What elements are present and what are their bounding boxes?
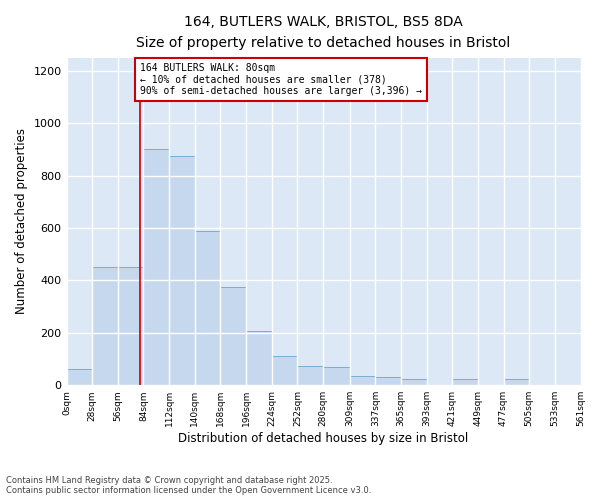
Bar bbox=[401, 378, 427, 385]
X-axis label: Distribution of detached houses by size in Bristol: Distribution of detached houses by size … bbox=[178, 432, 469, 445]
Bar bbox=[169, 156, 195, 385]
Y-axis label: Number of detached properties: Number of detached properties bbox=[15, 128, 28, 314]
Bar bbox=[452, 378, 478, 385]
Bar bbox=[118, 268, 143, 385]
Bar bbox=[92, 268, 118, 385]
Text: 164 BUTLERS WALK: 80sqm
← 10% of detached houses are smaller (378)
90% of semi-d: 164 BUTLERS WALK: 80sqm ← 10% of detache… bbox=[140, 63, 422, 96]
Bar bbox=[503, 380, 529, 385]
Bar bbox=[143, 150, 169, 385]
Bar bbox=[298, 366, 323, 385]
Bar bbox=[195, 230, 220, 385]
Bar bbox=[350, 376, 375, 385]
Bar bbox=[323, 367, 350, 385]
Bar bbox=[246, 332, 272, 385]
Bar bbox=[220, 287, 246, 385]
Bar bbox=[375, 378, 401, 385]
Bar bbox=[272, 356, 298, 385]
Text: Contains HM Land Registry data © Crown copyright and database right 2025.
Contai: Contains HM Land Registry data © Crown c… bbox=[6, 476, 371, 495]
Bar bbox=[67, 369, 92, 385]
Title: 164, BUTLERS WALK, BRISTOL, BS5 8DA
Size of property relative to detached houses: 164, BUTLERS WALK, BRISTOL, BS5 8DA Size… bbox=[136, 15, 511, 50]
